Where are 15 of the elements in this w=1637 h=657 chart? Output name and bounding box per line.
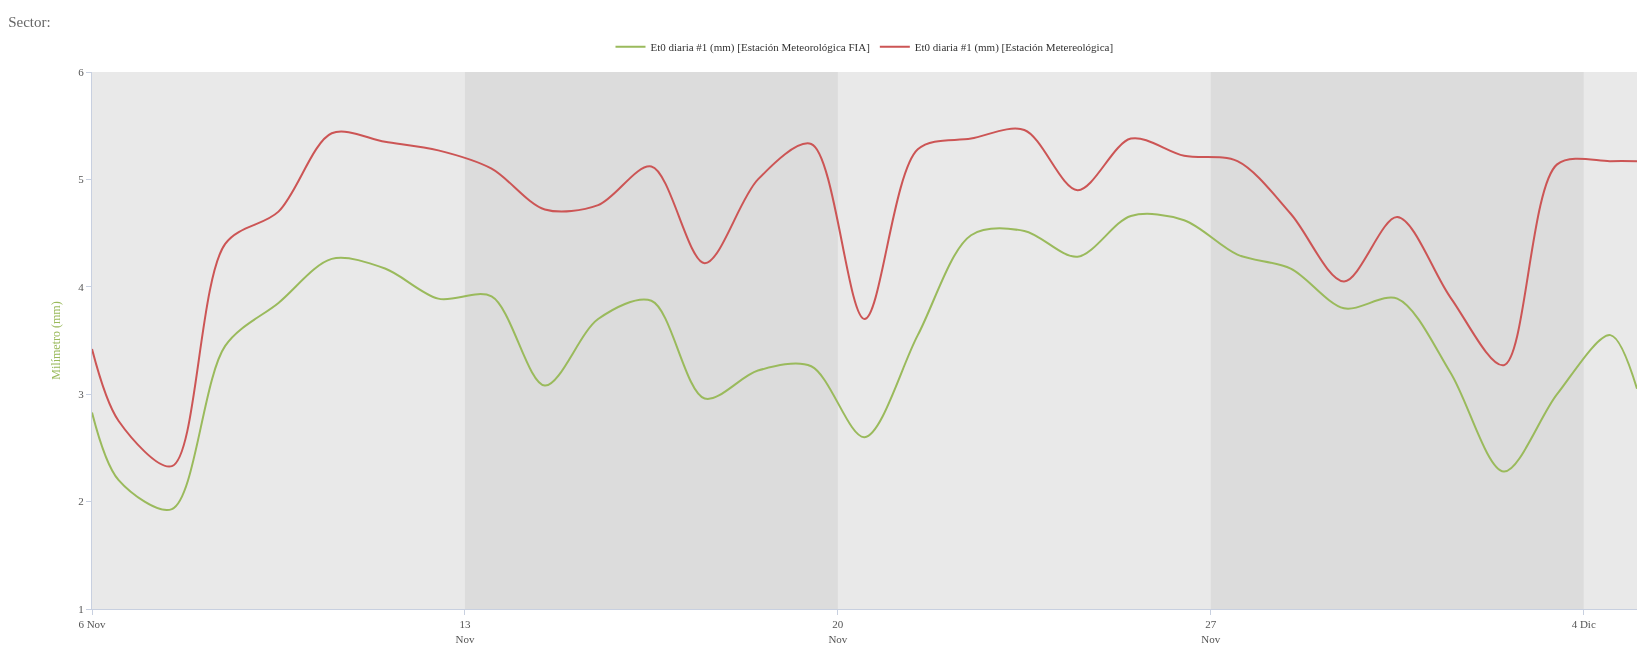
legend-label: Et0 diaria #1 (mm) [Estación Metereológica] bbox=[914, 41, 1114, 55]
chart-title: Sector: bbox=[8, 13, 51, 30]
x-tick-label: 6 Nov bbox=[78, 618, 107, 631]
y-tick-label: 3 bbox=[78, 388, 85, 401]
y-tick-label: 5 bbox=[78, 173, 85, 186]
y-axis-title: Milímetro (mm) bbox=[48, 301, 63, 380]
y-tick-label: 2 bbox=[78, 495, 84, 508]
x-tick-label: 20 Nov bbox=[828, 618, 848, 645]
legend-label: Et0 diaria #1 (mm) [Estación Meteorológica FIA] bbox=[650, 41, 870, 55]
x-tick-label: 4 Dic bbox=[1571, 618, 1596, 631]
y-tick-label: 6 bbox=[78, 65, 85, 78]
y-tick-label: 1 bbox=[78, 602, 84, 615]
x-tick-label: 13 Nov bbox=[455, 618, 475, 645]
x-tick-label: 27 Nov bbox=[1201, 618, 1221, 645]
y-tick-label: 4 bbox=[78, 280, 85, 293]
